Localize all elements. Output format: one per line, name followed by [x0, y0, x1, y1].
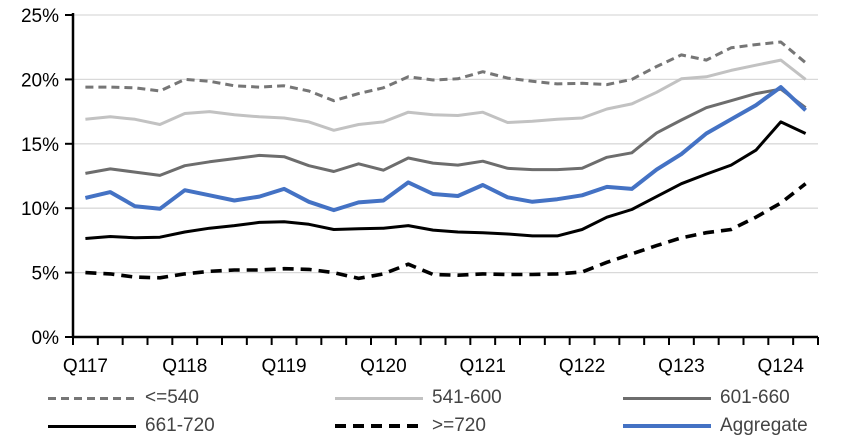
y-tick-label: 10% — [21, 199, 59, 220]
line-series-601-660 — [85, 87, 807, 177]
y-tick-label: 25% — [21, 6, 59, 27]
y-tick-label: 20% — [21, 70, 59, 91]
x-tick-label: Q117 — [63, 356, 108, 377]
x-tick-label: Q124 — [758, 356, 805, 377]
line-series-aggregate — [84, 85, 807, 213]
line-series-661-720 — [85, 120, 807, 240]
y-tick-label: 0% — [32, 328, 60, 349]
y-tick-label: 5% — [32, 264, 60, 285]
x-tick-label: Q120 — [360, 356, 406, 377]
x-tick-label: Q121 — [460, 356, 506, 377]
x-tick-label: Q119 — [262, 356, 307, 377]
y-tick-label: 15% — [21, 135, 59, 156]
line-series-gte-720 — [85, 182, 807, 281]
line-series-lte-540 — [85, 40, 807, 103]
x-tick-label: Q118 — [162, 356, 207, 377]
line-series-541-600 — [85, 58, 807, 132]
x-tick-label: Q123 — [658, 356, 704, 377]
x-tick-label: Q122 — [559, 356, 605, 377]
